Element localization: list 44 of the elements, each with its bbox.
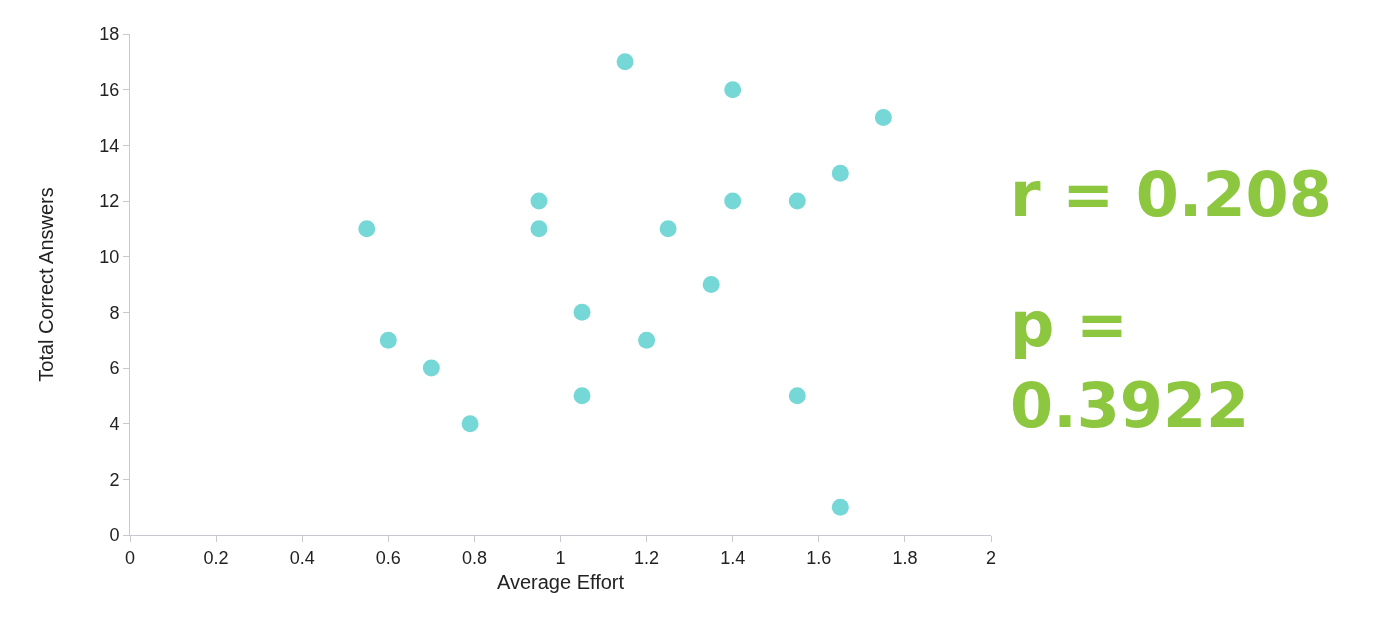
point: [659, 220, 677, 238]
y-tick-label: 0: [109, 525, 120, 546]
point: [724, 81, 742, 99]
x-tick-label: 0.8: [461, 547, 487, 568]
x-tick-label: 0: [124, 547, 136, 568]
y-axis-title: Total Correct Answers: [34, 187, 57, 382]
x-tick-label: 0.2: [203, 547, 229, 568]
point: [638, 331, 656, 349]
x-tick-label: 1: [555, 547, 566, 568]
point: [530, 192, 548, 210]
point: [573, 303, 591, 321]
point: [616, 53, 634, 71]
x-tick-label: 1.6: [806, 547, 832, 568]
text: r = 0.208: [1010, 158, 1332, 231]
point: [530, 220, 548, 238]
x-axis-title: Average Effort: [496, 571, 625, 594]
point: [461, 415, 479, 433]
point: [358, 220, 376, 238]
text: p = 0.3922: [1010, 288, 1250, 442]
y-tick-label: 12: [99, 191, 120, 212]
point: [788, 192, 806, 210]
point: [831, 498, 849, 516]
y-tick-label: 18: [99, 24, 120, 45]
x-tick-label: 2: [985, 547, 997, 568]
y-tick-label: 2: [109, 469, 120, 490]
point: [724, 192, 742, 210]
x-tick-label: 0.4: [289, 547, 315, 568]
y-tick-label: 8: [109, 302, 120, 323]
x-tick-label: 1.2: [634, 547, 660, 568]
point: [573, 387, 591, 405]
point: [788, 387, 806, 405]
y-tick-label: 16: [99, 79, 120, 100]
x-tick-label: 1.8: [892, 547, 918, 568]
y-tick-label: 10: [99, 246, 120, 267]
point: [379, 331, 397, 349]
x-tick-label: 0.6: [375, 547, 401, 568]
y-tick-label: 14: [99, 135, 120, 156]
point: [702, 276, 720, 293]
y-tick-label: 6: [109, 358, 120, 379]
point: [422, 359, 440, 377]
point: [831, 164, 849, 182]
point: [874, 109, 892, 126]
y-tick-label: 4: [109, 413, 120, 434]
x-tick-label: 1.4: [720, 547, 746, 568]
